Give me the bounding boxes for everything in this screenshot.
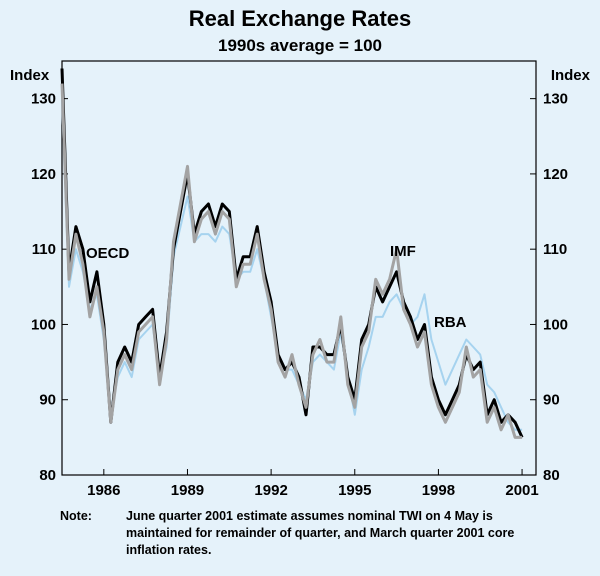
- y-tick-label-left: 100: [31, 316, 56, 333]
- y-tick-label-right: 110: [543, 241, 567, 258]
- series-line-imf: [60, 83, 523, 439]
- y-tick-label-left: 120: [31, 166, 56, 183]
- rba-label: RBA: [434, 314, 467, 331]
- y-tick-label-right: 90: [543, 392, 560, 409]
- plot-frame: [61, 60, 537, 476]
- x-tick-label: 1986: [87, 482, 120, 499]
- y-tick-label-left: 90: [39, 392, 56, 409]
- y-tick-label-right: 130: [543, 91, 568, 108]
- y-tick-label-right: 120: [543, 166, 568, 183]
- real-exchange-rates-chart: Index Index 80 80 90 90 100 100 110 110 120 120 13…: [10, 60, 591, 499]
- y-tick-label-right: 80: [543, 467, 560, 484]
- oecd-label: OECD: [86, 245, 130, 262]
- note-text: June quarter 2001 estimate assumes nomin…: [126, 509, 515, 557]
- y-tick-label-right: 100: [543, 316, 568, 333]
- x-tick-label: 2001: [505, 482, 538, 499]
- x-tick-label: 1995: [338, 482, 371, 499]
- y-axis-label-right: Index: [551, 67, 591, 84]
- x-tick-label: 1992: [254, 482, 287, 499]
- series-line-oecd: [60, 68, 524, 439]
- chart-subtitle: 1990s average = 100: [217, 36, 382, 55]
- chart-title: Real Exchange Rates: [188, 6, 412, 31]
- x-tick-label: 1998: [422, 482, 455, 499]
- series-line-rba: [61, 98, 523, 431]
- imf-label: IMF: [390, 243, 416, 260]
- y-tick-label-left: 80: [39, 467, 56, 484]
- y-tick-label-left: 130: [31, 91, 56, 108]
- note-label: Note:: [60, 509, 92, 523]
- y-axis-label-left: Index: [10, 67, 50, 84]
- y-tick-label-left: 110: [32, 241, 56, 258]
- x-tick-label: 1989: [171, 482, 204, 499]
